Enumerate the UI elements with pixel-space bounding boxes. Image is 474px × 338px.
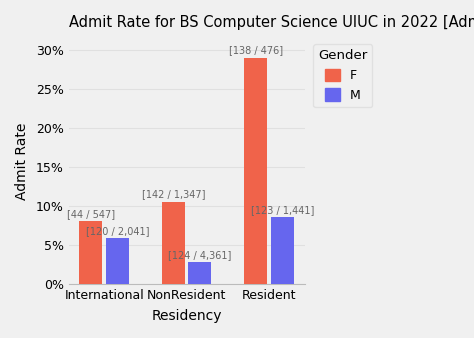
Bar [162,202,185,284]
Text: [123 / 1,441]: [123 / 1,441] [251,205,314,215]
Bar [106,238,129,284]
Text: [138 / 476]: [138 / 476] [229,45,283,55]
Text: [44 / 547]: [44 / 547] [67,209,115,219]
Bar [188,262,211,284]
Text: [124 / 4,361]: [124 / 4,361] [168,250,231,260]
Text: [142 / 1,347]: [142 / 1,347] [142,190,205,199]
X-axis label: Residency: Residency [151,309,222,323]
Y-axis label: Admit Rate: Admit Rate [15,122,29,200]
Text: [120 / 2,041]: [120 / 2,041] [86,226,149,236]
Legend: F, M: F, M [313,44,373,107]
Text: Admit Rate for BS Computer Science UIUC in 2022 [Admitted / Applications]: Admit Rate for BS Computer Science UIUC … [69,15,474,30]
Bar [271,217,294,284]
Bar [244,58,267,284]
Bar [80,221,102,284]
